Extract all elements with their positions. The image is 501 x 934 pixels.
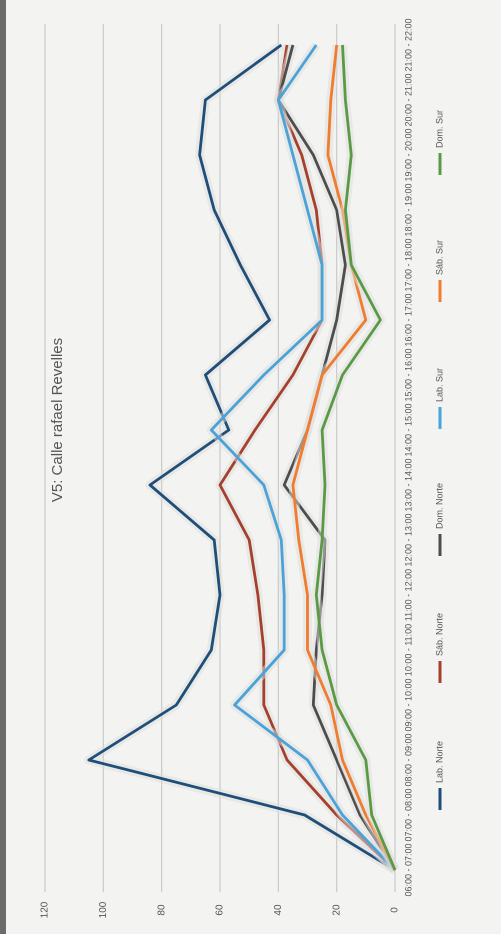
series-line (87, 43, 396, 872)
y-tick-label: 0 (390, 907, 401, 913)
x-tick-label: 17:00 - 18:00 (403, 238, 413, 291)
y-tick-label: 100 (98, 901, 109, 918)
x-tick-label: 12:00 - 13:00 (403, 513, 413, 566)
x-tick-label: 11:00 - 12:00 (403, 569, 413, 621)
series-line (314, 44, 397, 871)
legend-label: Sáb. Sur (434, 240, 444, 275)
legend-label: Lab. Sur (434, 368, 444, 402)
legend-label: Dom. Sur (434, 110, 444, 148)
x-tick-label: 09:00 - 10:00 (403, 678, 413, 731)
legend-label: Dom. Norte (434, 483, 444, 529)
y-tick-label: 20 (331, 904, 342, 916)
x-tick-label: 10:00 - 11:00 (403, 624, 413, 676)
x-tick-label: 21:00 - 22:00 (403, 18, 413, 71)
x-tick-label: 18:00 - 19:00 (403, 183, 413, 236)
photo-edge (0, 0, 6, 934)
legend-label: Sáb. Norte (434, 613, 444, 656)
series-line (291, 44, 397, 871)
chart-title: V5: Calle rafael Revelles (49, 338, 66, 502)
x-tick-label: 19:00 - 20:00 (403, 128, 413, 181)
x-tick-label: 16:00 - 17:00 (403, 293, 413, 346)
x-tick-label: 20:00 - 21:00 (403, 73, 413, 126)
y-tick-label: 60 (215, 904, 226, 916)
y-tick-label: 120 (40, 901, 51, 918)
x-tick-label: 13:00 - 14:00 (403, 458, 413, 511)
x-tick-label: 07:00 - 08:00 (403, 788, 413, 841)
x-tick-label: 08:00 - 09:00 (403, 733, 413, 786)
x-tick-label: 06:00 - 07:00 (403, 843, 413, 896)
y-tick-label: 80 (156, 904, 167, 916)
rotated-chart: V5: Calle rafael Revelles 0 20 40 60 80 100 12… (40, 18, 445, 918)
x-tick-label: 15:00 - 16:00 (403, 348, 413, 401)
y-tick-label: 40 (273, 904, 284, 916)
x-tick-label: 14:00 - 15:00 (403, 403, 413, 456)
legend-label: Lab. Norte (434, 741, 444, 783)
series-line (209, 44, 397, 871)
